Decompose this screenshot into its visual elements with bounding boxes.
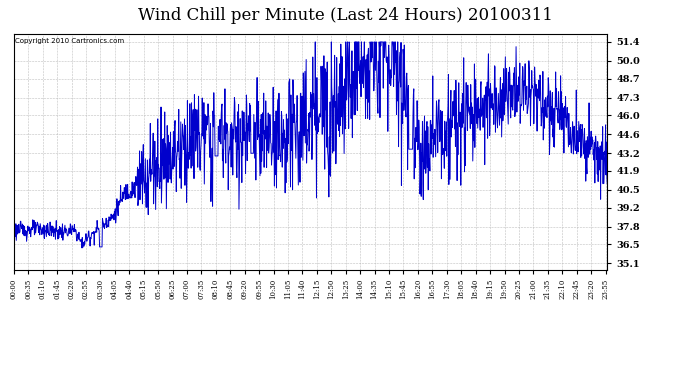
Text: Wind Chill per Minute (Last 24 Hours) 20100311: Wind Chill per Minute (Last 24 Hours) 20… <box>137 8 553 24</box>
Text: Copyright 2010 Cartronics.com: Copyright 2010 Cartronics.com <box>15 39 124 45</box>
